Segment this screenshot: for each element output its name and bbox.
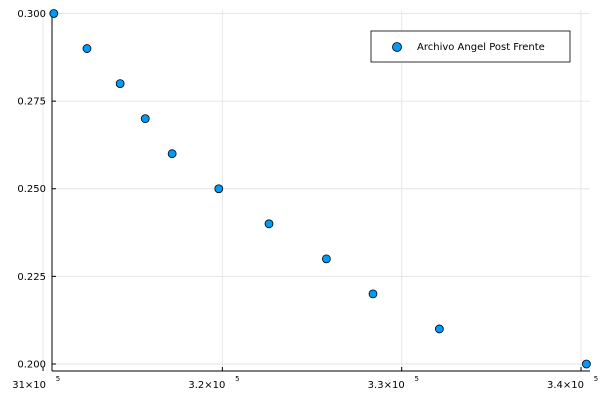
tick-labels: 31×10 5 3.2×10 5 3.3×10 5 3.4×10 5 0.200 0.225 0.2… <box>12 9 598 391</box>
x-tick-label: 3.3×10 <box>368 380 405 391</box>
y-tick-label: 0.275 <box>17 97 46 108</box>
x-tick-label: 3.4×10 <box>547 380 584 391</box>
data-point <box>115 79 125 89</box>
grid-lines <box>42 10 590 371</box>
data-points <box>49 9 591 369</box>
data-point <box>582 359 591 369</box>
legend: Archivo Angel Post Frente <box>370 30 571 63</box>
x-tick-label: 3.2×10 <box>188 380 225 391</box>
data-point <box>140 114 150 124</box>
x-tick-exponent: 5 <box>414 375 418 383</box>
y-tick-label: 0.250 <box>17 184 46 195</box>
data-point <box>368 289 378 299</box>
x-tick-label: 31×10 <box>12 380 46 391</box>
x-tick-exponent: 5 <box>235 375 239 383</box>
y-tick-label: 0.225 <box>17 272 46 283</box>
data-point <box>264 219 274 229</box>
y-tick-label: 0.300 <box>17 9 46 20</box>
y-tick-label: 0.200 <box>17 359 46 370</box>
x-tick-exponent: 5 <box>594 375 598 383</box>
axes <box>51 10 590 372</box>
data-point <box>49 9 59 18</box>
data-point <box>167 149 177 159</box>
data-point <box>214 184 224 194</box>
legend-marker <box>392 42 402 52</box>
data-point <box>434 324 444 334</box>
x-tick-exponent: 5 <box>56 375 60 383</box>
legend-label: Archivo Angel Post Frente <box>417 42 545 53</box>
data-point <box>321 254 331 264</box>
legend-box <box>370 30 571 63</box>
data-point <box>82 44 92 53</box>
